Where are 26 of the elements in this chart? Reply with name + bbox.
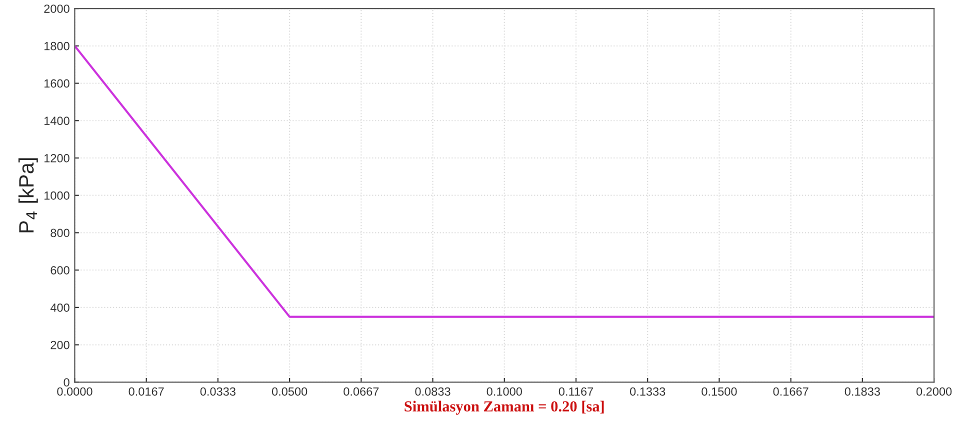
y-tick-label: 200 (50, 340, 70, 350)
y-axis-title: P$_{4}$ [kPa] (18, 158, 38, 232)
x-tick-label: 0.0833 (415, 387, 450, 396)
y-tick-label: 1800 (44, 42, 70, 50)
y-tick-label: 1000 (44, 191, 70, 200)
x-tick-label: 0.1500 (702, 387, 737, 396)
y-tick-label: 0 (64, 378, 70, 387)
y-tick-label: 400 (50, 303, 70, 312)
y-tick-label: 600 (50, 266, 70, 274)
x-tick-label: 0.0333 (200, 387, 236, 396)
x-tick-label: 0.0667 (344, 387, 379, 396)
x-tick-label: 0.1667 (773, 387, 808, 396)
y-tick-label: 1200 (44, 154, 70, 162)
x-tick-label: 0.1333 (630, 387, 666, 396)
x-tick-label: 0.0000 (57, 387, 92, 396)
x-tick-label: 0.1833 (844, 387, 880, 396)
y-tick-label: 800 (50, 228, 70, 238)
x-tick-label: 0.1000 (486, 387, 522, 396)
x-tick-label: 0.0500 (272, 387, 308, 396)
x-tick-label: 0.0167 (128, 387, 164, 396)
y-tick-label: 2000 (44, 4, 70, 13)
x-tick-label: 0.2000 (916, 387, 952, 396)
y-tick-label: 1600 (44, 79, 70, 88)
x-axis-title: Simülasyon Zamanı = 0.20 [sa] (404, 400, 604, 415)
y-tick-label: 1400 (44, 116, 70, 126)
x-tick-label: 0.1167 (558, 387, 594, 396)
